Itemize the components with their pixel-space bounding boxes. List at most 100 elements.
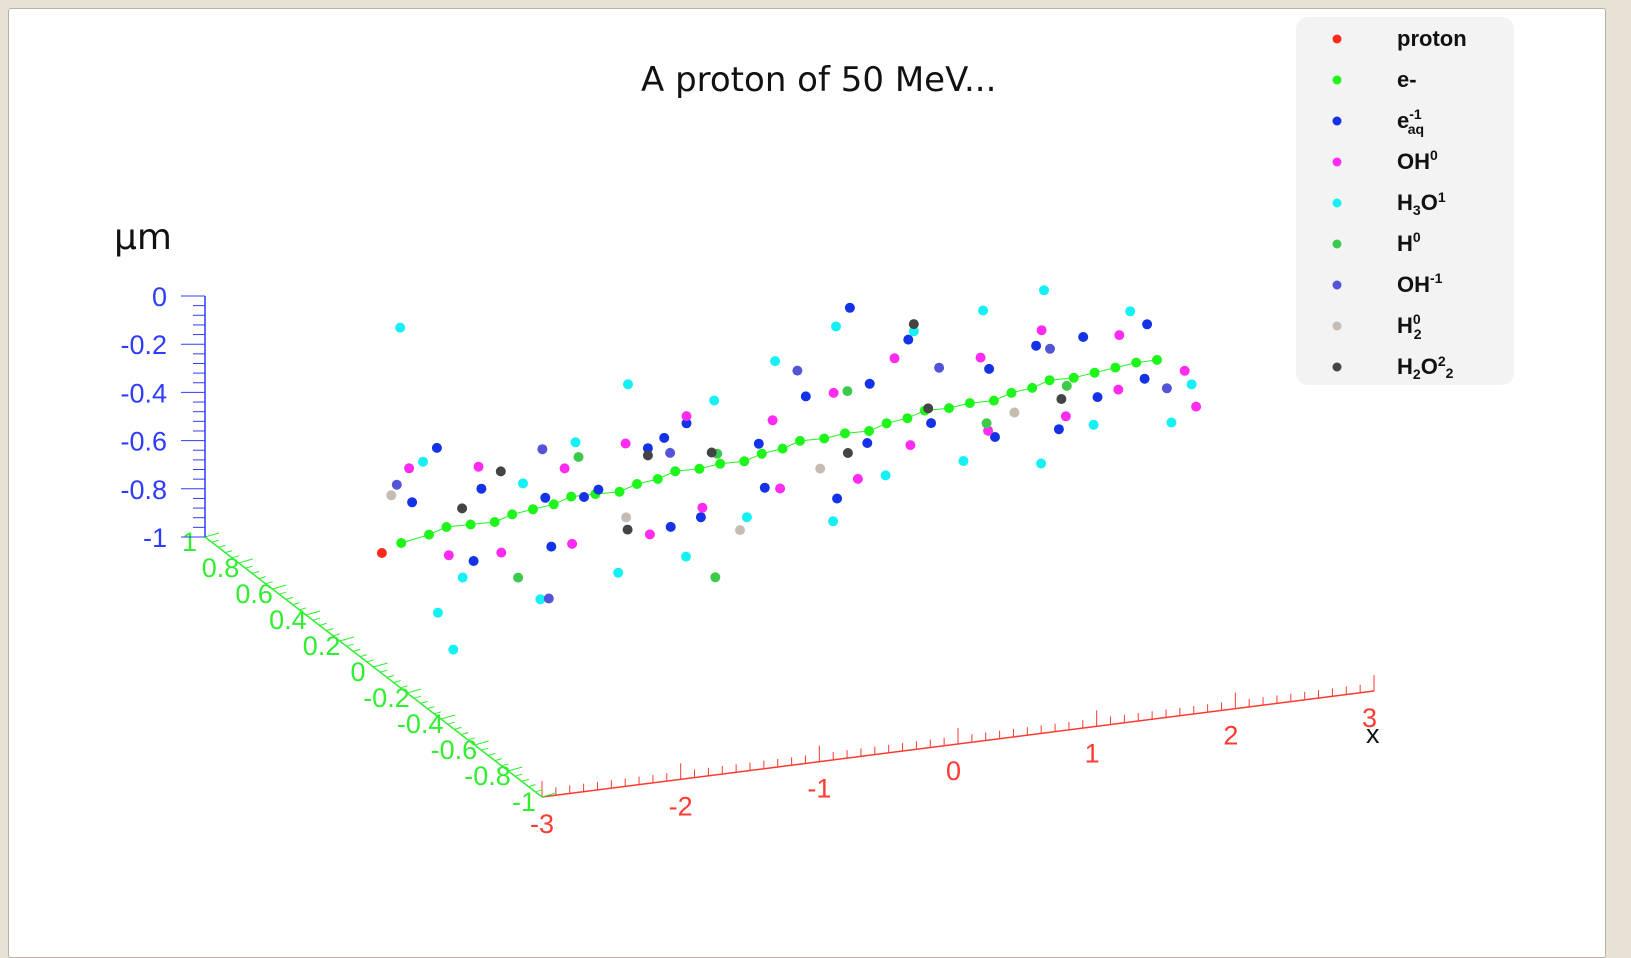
data-point-e_aq (1031, 340, 1042, 351)
y-axis-tick (353, 648, 361, 652)
data-point-H3O1 (1186, 379, 1197, 390)
data-point-OH_1 (792, 365, 803, 376)
y-axis-tick (225, 550, 233, 554)
data-point-e_aq (832, 493, 843, 504)
y-axis-tick (218, 544, 226, 548)
data-point-OH0 (1060, 411, 1071, 422)
data-point-H0 (1061, 380, 1072, 391)
z-axis-tick-label: -0.8 (120, 475, 167, 505)
data-point-e_minus (632, 479, 642, 489)
data-point-H3O1 (831, 321, 841, 332)
y-axis-tick (514, 773, 523, 777)
data-point-H3O1 (828, 516, 839, 527)
y-axis-tick (359, 654, 368, 658)
data-point-e_aq (476, 483, 487, 494)
data-point-OH0 (852, 473, 863, 484)
plot-window: A proton of 50 MeV... µm -3 -2 -1 0 1 2 3 x -1 -0… (8, 8, 1606, 958)
y-axis-tick (380, 669, 388, 673)
data-point-OH_1 (665, 447, 676, 458)
data-point-H3O1 (457, 572, 468, 583)
y-axis-tick (299, 607, 307, 611)
data-point-e_aq (753, 438, 764, 449)
y-axis-tick (434, 711, 442, 715)
y-axis-tick (427, 706, 435, 710)
data-point-OH0 (1036, 325, 1047, 336)
data-point-H3O1 (613, 567, 624, 578)
data-point-H3O1 (418, 456, 428, 467)
legend-label-H2O2: H2O22 (1397, 353, 1454, 382)
data-point-e_minus (1110, 362, 1121, 373)
y-axis-tick (474, 740, 489, 746)
data-point-e_minus (528, 504, 538, 515)
data-point-e_minus (944, 403, 954, 414)
x-axis-title: x (1366, 719, 1380, 749)
y-axis-tick (339, 636, 354, 642)
z-axis-tick-label: -0.4 (120, 378, 167, 408)
data-point-H3O1 (1125, 306, 1136, 317)
data-point-e_minus (756, 448, 767, 459)
data-point-OH0 (975, 352, 986, 363)
data-point-OH0 (1114, 330, 1125, 341)
data-point-H3O1 (958, 456, 969, 466)
data-point-e_minus (548, 499, 559, 510)
y-axis-tick-label: 0.6 (235, 579, 273, 609)
data-point-e_aq (864, 378, 875, 389)
data-point-e_aq (431, 442, 442, 453)
legend-marker-e_minus (1332, 75, 1342, 85)
legend-label-e_aq: e-1 aq (1397, 106, 1424, 137)
data-point-e_aq (659, 432, 670, 443)
data-point-OH0 (473, 461, 484, 472)
data-point-e_minus (864, 426, 875, 436)
data-point-OH0 (1191, 401, 1202, 412)
data-point-e_aq (1092, 392, 1103, 403)
y-axis-tick (346, 643, 354, 647)
x-axis-tick-label: -1 (807, 774, 831, 804)
data-point-H0 (842, 386, 853, 397)
legend-label-H0: H0 (1397, 229, 1421, 256)
data-point-e_minus (489, 517, 500, 527)
x-axis-tick-label: 1 (1085, 738, 1100, 768)
data-point-H3O1 (1036, 458, 1047, 469)
y-axis-tick (407, 688, 422, 694)
data-point-H3O1 (1166, 417, 1177, 428)
y-axis-tick-label: 1 (182, 527, 197, 557)
y-axis-tick (535, 789, 543, 793)
z-axis-tick-label: -0.2 (120, 330, 167, 360)
y-axis-tick (305, 610, 321, 616)
data-point-e_aq (681, 418, 692, 429)
data-point-H3O1 (432, 607, 443, 618)
data-point-e_minus (566, 491, 577, 502)
data-point-e_minus (694, 463, 705, 474)
data-point-e_minus (715, 458, 726, 469)
data-point-e_aq (800, 391, 811, 402)
data-point-e_minus (396, 538, 407, 548)
data-point-H2O2 (642, 450, 653, 461)
y-axis-tick-label: 0 (351, 657, 366, 687)
y-axis-tick (319, 622, 327, 626)
legend-label-H2_0: H0 2 (1397, 311, 1422, 342)
data-point-OH0 (681, 411, 692, 422)
axes-group: -3-2-10123x-1-0.8-0.6-0.4-0.200.20.40.60… (120, 282, 1380, 839)
data-point-H3O1 (880, 470, 891, 481)
data-point-OH0 (889, 353, 900, 364)
y-axis-tick-label: -0.2 (363, 683, 410, 713)
data-point-e_minus (1068, 372, 1079, 383)
y-axis-tick-label: -0.6 (431, 735, 478, 765)
data-point-H2_0 (815, 463, 826, 474)
data-point-e_aq (642, 443, 653, 454)
data-point-OH_1 (543, 593, 554, 604)
data-point-e_minus (881, 418, 892, 429)
y-axis-tick (393, 680, 401, 684)
data-point-H2O2 (1056, 394, 1067, 404)
data-point-e_minus (1006, 387, 1017, 398)
data-point-OH_1 (1161, 383, 1172, 394)
data-point-OH0 (443, 550, 454, 561)
legend-label-H3O1: H3O1 (1397, 189, 1446, 218)
data-point-H2O2 (457, 503, 468, 514)
chart-title: A proton of 50 MeV... (641, 60, 996, 100)
y-axis-tick-label: -0.4 (397, 709, 444, 739)
data-point-H2_0 (621, 512, 632, 523)
data-point-e_minus (902, 413, 913, 424)
data-point-e_minus (465, 519, 476, 530)
legend-box (1296, 17, 1514, 385)
